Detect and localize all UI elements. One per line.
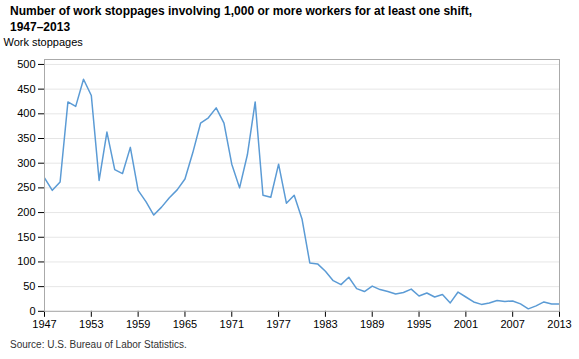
svg-text:Work stoppages: Work stoppages	[4, 36, 84, 48]
svg-text:350: 350	[17, 132, 35, 144]
svg-text:200: 200	[17, 206, 35, 218]
svg-text:1959: 1959	[126, 318, 150, 330]
svg-text:1953: 1953	[79, 318, 103, 330]
svg-text:300: 300	[17, 157, 35, 169]
html-text:Source: U.S. Bureau of Labor S: Source: U.S. Bureau of Labor Statistics.	[10, 339, 187, 350]
svg-text:50: 50	[23, 280, 35, 292]
svg-text:1947: 1947	[32, 318, 56, 330]
svg-text:2013: 2013	[547, 318, 571, 330]
svg-text:1971: 1971	[220, 318, 244, 330]
svg-text:400: 400	[17, 108, 35, 120]
svg-text:500: 500	[17, 58, 35, 70]
svg-text:150: 150	[17, 231, 35, 243]
svg-text:1965: 1965	[173, 318, 197, 330]
svg-text:1989: 1989	[360, 318, 384, 330]
svg-text:100: 100	[17, 256, 35, 268]
svg-text:2007: 2007	[500, 318, 524, 330]
svg-text:2001: 2001	[454, 318, 478, 330]
svg-text:450: 450	[17, 83, 35, 95]
svg-text:250: 250	[17, 182, 35, 194]
html-text:Number of work stoppages invol: Number of work stoppages involving 1,000…	[10, 4, 473, 34]
svg-text:1977: 1977	[266, 318, 290, 330]
svg-text:0: 0	[29, 305, 35, 317]
svg-text:1983: 1983	[313, 318, 337, 330]
svg-text:1995: 1995	[407, 318, 431, 330]
